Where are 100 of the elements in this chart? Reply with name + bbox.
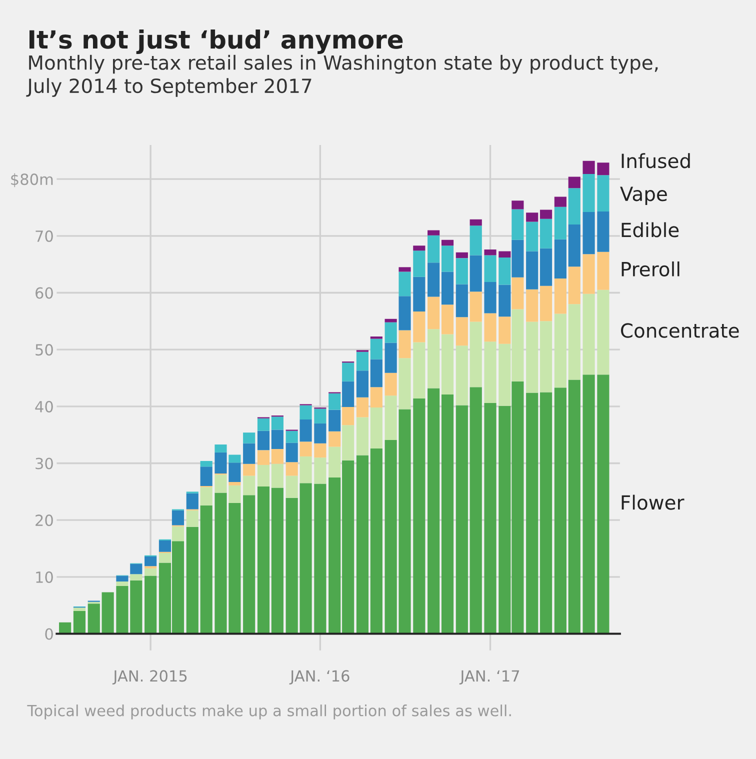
bar [470,219,482,226]
bar [342,381,354,407]
bar [456,346,468,406]
bar [540,321,552,392]
bar [568,188,580,225]
bar [172,510,184,526]
bar [554,278,566,314]
bar [328,410,341,432]
bar [526,392,538,634]
bar [370,387,382,408]
bar [370,359,382,388]
bar [484,282,496,314]
bar [384,322,397,343]
bar [144,576,157,634]
bar [300,419,312,442]
bar [554,314,566,388]
bar [271,416,284,430]
bar [441,246,454,272]
bar [597,175,610,212]
bar [200,466,212,486]
chart-subtitle: Monthly pre-tax retail sales in Washington state by product type, July 2014 to September 2017 [26,54,658,97]
bar [554,239,566,279]
bar [428,329,440,388]
bar [413,276,426,312]
bar [243,432,256,444]
x-tick-label: JAN. ‘16 [289,670,350,685]
bar [498,258,511,285]
bar [498,284,511,317]
bar [271,488,284,634]
bar [356,455,369,634]
bar [314,484,326,634]
bar [540,392,552,634]
bar [384,318,397,322]
bar [582,294,595,375]
bar [568,380,580,634]
bar [582,212,595,254]
bar [568,176,580,188]
bar [512,200,524,210]
bar [484,250,496,256]
bar [441,240,454,246]
bar [186,510,198,527]
bar [456,258,468,284]
bar [257,486,270,634]
bar [271,430,284,450]
bar [470,322,482,388]
bar [257,464,270,487]
series-label: Infused [622,153,690,168]
bar [398,296,411,330]
bar [413,398,426,634]
bar [428,230,440,236]
bar [286,430,298,443]
bar [342,362,354,382]
bar [470,292,482,322]
bar [597,374,610,634]
bar [582,174,595,212]
bar [200,505,212,634]
y-tick-label: 70 [36,230,53,242]
bar [243,476,256,496]
bar [384,372,397,396]
bar [540,286,552,322]
y-tick-label: 50 [36,344,53,356]
bar [398,267,411,272]
bar [597,252,610,290]
bar [597,290,610,375]
bar [568,224,580,267]
bar [73,611,86,634]
bar [526,322,538,393]
bar [257,430,270,450]
bar [540,210,552,219]
bar [413,342,426,398]
bar [597,211,610,252]
bar [102,592,114,634]
bar [512,277,524,310]
y-tick-label: 30 [36,458,53,470]
bar [568,266,580,304]
bar [314,458,326,484]
bar [526,222,538,252]
bar [441,272,454,305]
bar [554,388,566,634]
bar [116,576,128,582]
bar [243,495,256,634]
bar [300,442,312,456]
bar [597,162,610,176]
bar [370,408,382,448]
bar [314,423,326,444]
bar [456,252,468,258]
bar [356,370,369,398]
bar [441,304,454,334]
bar [498,251,511,258]
series-label: Vape [620,186,667,205]
bar [356,352,369,371]
bar [428,262,440,297]
bar [200,487,212,506]
chart-title: It’s not just ‘bud’ anymore [30,30,403,54]
bar [271,464,284,488]
bar [398,272,411,296]
y-tick-label: 40 [35,400,53,412]
bar [271,449,284,464]
series-label: Preroll [622,261,680,277]
series-label: Flower [622,494,684,510]
